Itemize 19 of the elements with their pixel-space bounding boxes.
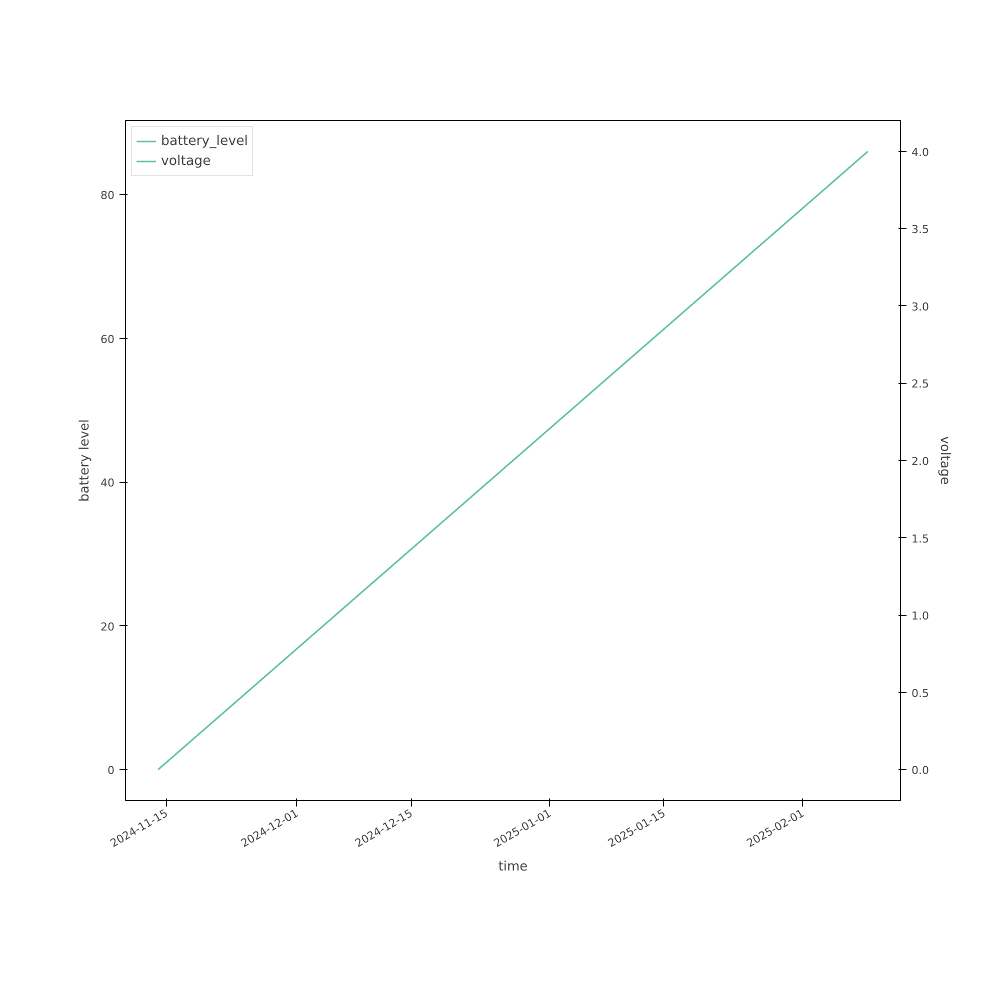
y-tick-label: 40 (100, 476, 115, 490)
y-tick-label: 60 (100, 332, 115, 346)
y2-tick-label: 3.5 (912, 223, 929, 236)
y2-axis-title: voltage (936, 436, 952, 485)
y2-tick-label: 1.5 (912, 532, 929, 546)
y2-tick-label: 2.0 (912, 455, 929, 468)
y-tick-label: 0 (108, 764, 114, 778)
y2-tick-label: 0.5 (912, 686, 929, 700)
legend-label: voltage (161, 154, 211, 168)
y2-tick-label: 0.0 (912, 764, 929, 778)
y-axis-title: battery level (78, 419, 93, 502)
y-tick-label: 80 (100, 189, 115, 202)
legend-label: battery_level (161, 134, 248, 148)
y2-tick-label: 1.0 (912, 610, 929, 623)
y-tick-label: 20 (100, 620, 115, 634)
x-axis-title: time (498, 859, 528, 874)
y2-tick-label: 4.0 (912, 146, 929, 159)
y2-tick-label: 2.5 (912, 378, 929, 391)
y2-tick-label: 3.0 (912, 300, 929, 314)
